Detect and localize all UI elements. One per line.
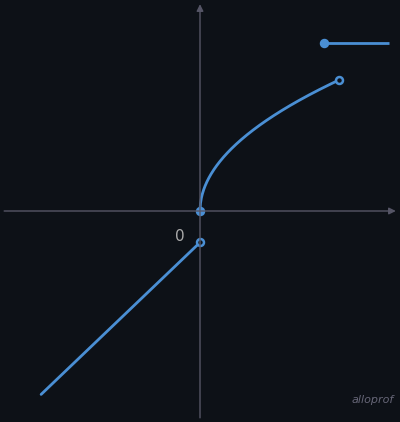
Text: alloprof: alloprof bbox=[351, 395, 394, 405]
Text: 0: 0 bbox=[176, 229, 185, 244]
